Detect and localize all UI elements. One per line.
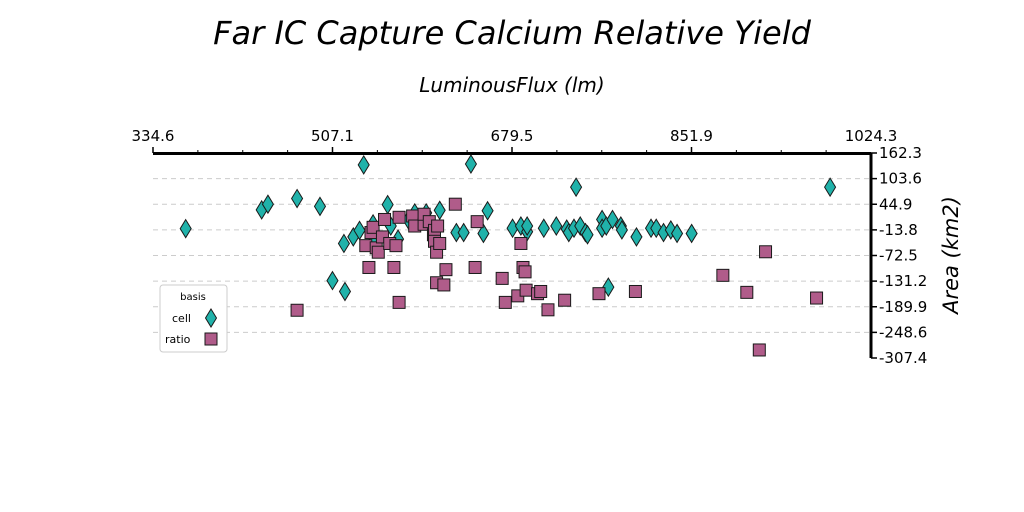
data-point-cell bbox=[824, 177, 837, 198]
data-point-ratio bbox=[387, 260, 401, 274]
data-point-cell bbox=[670, 223, 684, 244]
data-point-ratio bbox=[392, 210, 406, 224]
data-point-ratio bbox=[495, 271, 509, 285]
data-point-ratio bbox=[362, 260, 376, 274]
data-point-cell bbox=[290, 188, 304, 209]
data-point-ratio bbox=[431, 219, 445, 233]
data-point-ratio bbox=[752, 343, 766, 357]
data-point-ratio bbox=[366, 220, 380, 234]
data-point-cell bbox=[337, 233, 351, 254]
legend-marker-ratio bbox=[204, 332, 218, 346]
legend-label-cell: cell bbox=[172, 312, 191, 325]
x-tick-label: 1024.3 bbox=[845, 127, 898, 145]
x-tick-label: 851.9 bbox=[670, 127, 713, 145]
data-point-ratio bbox=[716, 268, 730, 282]
y-tick-label: -72.5 bbox=[879, 247, 918, 265]
data-point-cell bbox=[664, 219, 677, 240]
x-tick-label: 507.1 bbox=[311, 127, 354, 145]
data-point-cell bbox=[381, 194, 394, 215]
data-point-cell bbox=[685, 223, 698, 244]
data-point-cell bbox=[338, 281, 352, 302]
data-point-ratio bbox=[468, 260, 482, 274]
data-point-cell bbox=[574, 216, 587, 236]
data-point-cell bbox=[606, 209, 619, 230]
data-point-cell bbox=[261, 194, 275, 215]
y-tick-label: -189.9 bbox=[879, 298, 927, 316]
y-tick-label: -13.8 bbox=[879, 221, 918, 239]
data-point-ratio bbox=[740, 285, 754, 299]
data-point-cell bbox=[313, 196, 327, 217]
y-tick-label: -131.2 bbox=[879, 272, 927, 290]
data-point-cell bbox=[464, 154, 478, 175]
data-point-cell bbox=[581, 224, 594, 245]
data-point-cell bbox=[550, 216, 563, 236]
data-point-ratio bbox=[518, 265, 532, 279]
chart-title: Far IC Capture Calcium Relative Yield bbox=[213, 14, 811, 52]
data-point-cell bbox=[630, 226, 643, 247]
legend-marker-cell bbox=[204, 308, 218, 328]
legend: basis cell ratio bbox=[159, 284, 228, 353]
y-tick-label: 162.3 bbox=[879, 144, 922, 162]
data-point-cell bbox=[521, 216, 534, 236]
data-point-cell bbox=[326, 270, 339, 291]
data-point-ratio bbox=[290, 303, 304, 317]
legend-title: basis bbox=[180, 292, 206, 303]
x-axis-label: LuminousFlux (lm) bbox=[419, 73, 604, 97]
x-ticks: 334.6 507.1 679.5 851.9 1024.3 bbox=[132, 127, 898, 153]
x-tick-label: 334.6 bbox=[132, 127, 175, 145]
data-point-ratio bbox=[514, 236, 528, 250]
data-point-cell bbox=[357, 154, 370, 175]
data-point-ratio bbox=[371, 245, 385, 259]
data-point-cell bbox=[477, 223, 490, 244]
data-point-ratio bbox=[439, 263, 453, 277]
y-ticks: 162.3 103.6 44.9 -13.8 -72.5 -131.2 -189.9 -248… bbox=[871, 144, 927, 367]
data-point-ratio bbox=[541, 303, 555, 317]
legend-label-ratio: ratio bbox=[165, 333, 191, 346]
data-point-ratio bbox=[498, 295, 512, 309]
y-axis-label: Area (km2) bbox=[939, 196, 963, 316]
data-point-ratio bbox=[592, 287, 606, 301]
data-point-cell bbox=[433, 200, 446, 221]
series-ratio bbox=[290, 197, 824, 357]
data-point-cell bbox=[537, 218, 550, 239]
y-tick-label: 103.6 bbox=[879, 170, 922, 188]
data-point-ratio bbox=[448, 197, 462, 211]
data-point-cell bbox=[615, 219, 628, 240]
data-point-cell bbox=[481, 200, 494, 221]
y-tick-label: 44.9 bbox=[879, 195, 912, 213]
data-point-cell bbox=[179, 218, 192, 239]
data-point-cell bbox=[602, 277, 615, 298]
data-point-ratio bbox=[392, 295, 406, 309]
data-point-ratio bbox=[810, 291, 824, 305]
data-point-ratio bbox=[389, 239, 403, 253]
y-tick-label: -248.6 bbox=[879, 323, 927, 341]
x-tick-label: 679.5 bbox=[491, 127, 534, 145]
data-point-cell bbox=[457, 222, 470, 243]
data-point-ratio bbox=[759, 245, 773, 259]
data-point-cell bbox=[569, 177, 583, 198]
data-point-ratio bbox=[433, 236, 447, 250]
data-point-ratio bbox=[628, 284, 642, 298]
data-point-ratio bbox=[519, 283, 533, 297]
y-tick-label: -307.4 bbox=[879, 349, 927, 367]
data-points bbox=[179, 154, 837, 357]
data-point-ratio bbox=[558, 293, 572, 307]
data-point-ratio bbox=[534, 284, 548, 298]
data-point-ratio bbox=[470, 215, 484, 229]
data-point-ratio bbox=[437, 278, 451, 292]
data-point-ratio bbox=[378, 212, 392, 226]
